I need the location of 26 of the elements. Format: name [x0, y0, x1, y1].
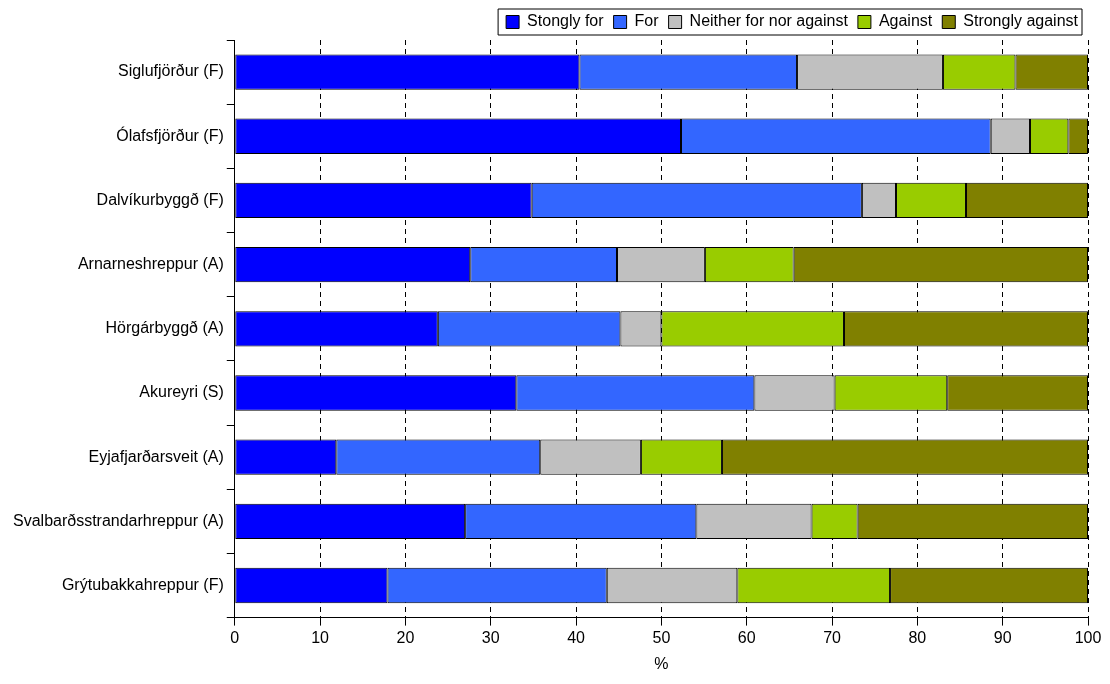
y-tick-label: Eyjafjarðarsveit (A) — [88, 447, 224, 465]
y-tick-label: Dalvíkurbyggð (F) — [96, 190, 224, 208]
x-tick-label: 40 — [567, 628, 586, 646]
x-axis-title: % — [654, 654, 669, 672]
y-tick-label: Akureyri (S) — [139, 383, 224, 401]
x-tick-label: 10 — [311, 628, 330, 646]
y-tick-label: Arnarneshreppur (A) — [77, 255, 224, 273]
legend-label: Against — [878, 12, 933, 30]
y-tick-label: Ólafsfjörður (F) — [116, 125, 224, 144]
y-tick-label: Svalbarðsstrandarhreppur (A) — [13, 511, 224, 529]
x-tick-label: 100 — [1074, 628, 1102, 646]
legend-label: Strongly against — [963, 12, 1079, 30]
x-tick-label: 80 — [908, 628, 927, 646]
x-tick-label: 60 — [737, 628, 756, 646]
y-tick-label: Siglufjörður (F) — [117, 62, 224, 80]
legend-label: Neither for nor against — [689, 12, 849, 30]
x-tick-label: 70 — [823, 628, 842, 646]
x-tick-label: 90 — [993, 628, 1012, 646]
x-tick-label: 50 — [652, 628, 671, 646]
y-tick-label: Hörgárbyggð (A) — [105, 319, 224, 337]
x-tick-label: 20 — [396, 628, 415, 646]
legend-label: For — [634, 12, 660, 30]
legend-label: Stongly for — [527, 12, 605, 30]
x-tick-label: 0 — [230, 628, 240, 646]
y-tick-label: Grýtubakkahreppur (F) — [61, 575, 224, 593]
x-tick-label: 30 — [481, 628, 500, 646]
